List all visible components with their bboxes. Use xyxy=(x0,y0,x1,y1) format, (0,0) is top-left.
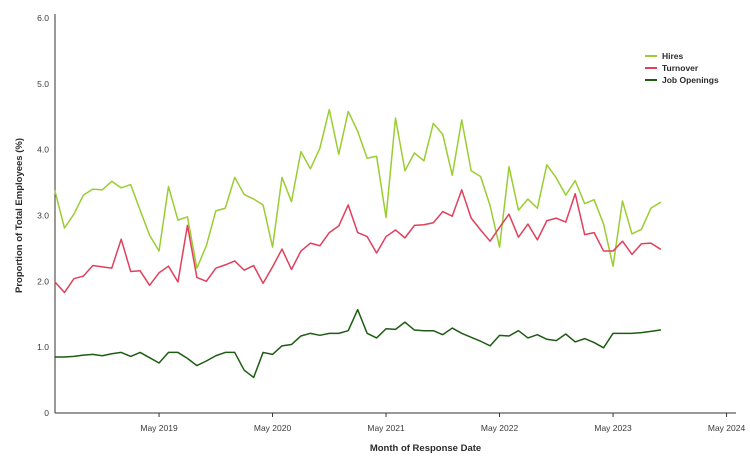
x-tick-label: May 2019 xyxy=(140,423,178,433)
x-tick-label: May 2023 xyxy=(594,423,632,433)
y-tick-label: 1.0 xyxy=(37,342,49,352)
y-tick-label: 6.0 xyxy=(37,13,49,23)
y-tick-label: 3.0 xyxy=(37,211,49,221)
x-tick-label: May 2020 xyxy=(254,423,292,433)
y-tick-label: 2.0 xyxy=(37,276,49,286)
series-lines xyxy=(54,108,662,379)
legend-label-turnover: Turnover xyxy=(662,63,699,73)
y-axis-title: Proportion of Total Employees (%) xyxy=(14,138,25,293)
y-tick-label: 0 xyxy=(44,408,49,418)
series-line-turnover xyxy=(54,189,662,294)
legend: Hires Turnover Job Openings xyxy=(645,51,719,85)
y-tick-label: 4.0 xyxy=(37,145,49,155)
y-axis: 0 1.0 2.0 3.0 4.0 5.0 6.0 xyxy=(37,13,56,418)
y-tick-label: 5.0 xyxy=(37,79,49,89)
legend-label-job-openings: Job Openings xyxy=(662,75,719,85)
x-axis: May 2019 May 2020 May 2021 May 2022 May 2023… xyxy=(55,412,746,433)
x-tick-label: May 2022 xyxy=(481,423,519,433)
x-tick-label: May 2024 xyxy=(708,423,746,433)
legend-label-hires: Hires xyxy=(662,51,684,61)
x-tick-label: May 2021 xyxy=(367,423,405,433)
series-line-job-openings xyxy=(54,308,662,379)
x-axis-title: Month of Response Date xyxy=(370,443,481,454)
series-line-hires xyxy=(54,108,662,269)
